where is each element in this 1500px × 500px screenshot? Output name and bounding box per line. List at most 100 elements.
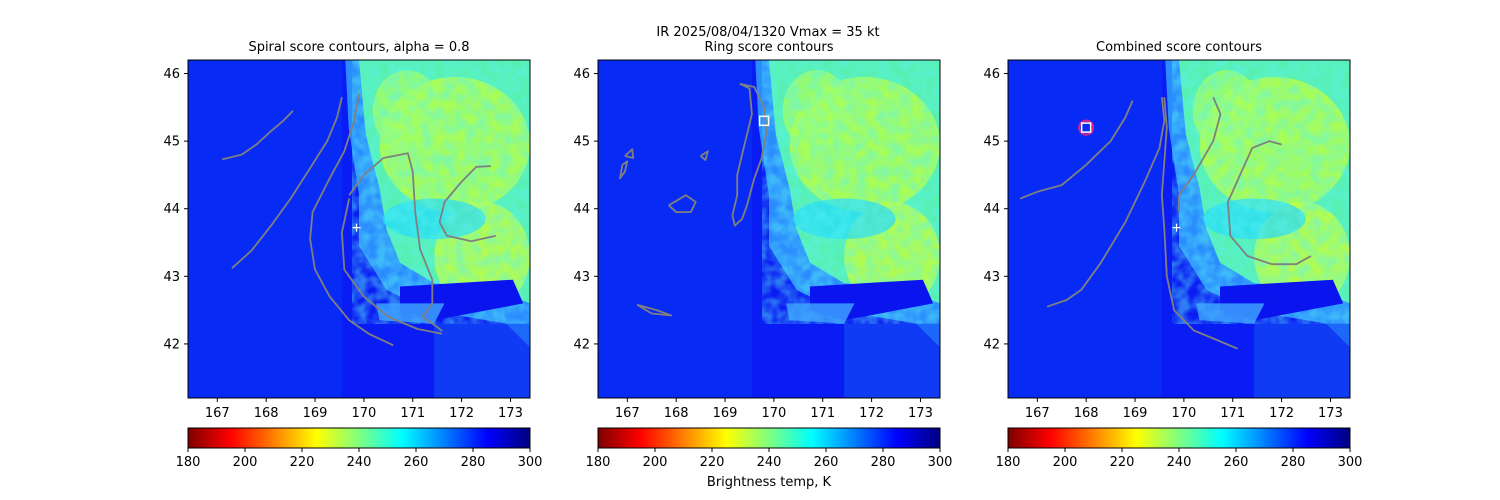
square-marker xyxy=(758,115,770,127)
x-tick-label: 170 xyxy=(761,406,786,421)
contour-line xyxy=(1019,100,1134,200)
panel-frame xyxy=(597,59,941,399)
x-tick-label: 169 xyxy=(1123,406,1148,421)
y-tick-label: 43 xyxy=(163,270,180,285)
center-plus-marker xyxy=(352,223,361,232)
x-tick-label: 170 xyxy=(351,406,376,421)
y-tick-label: 44 xyxy=(163,202,180,217)
y-tick-label: 45 xyxy=(163,135,180,150)
colorbar-tick-label: 200 xyxy=(1053,455,1078,470)
contour-line xyxy=(221,110,294,161)
colorbar-tick-label: 240 xyxy=(347,455,372,470)
panel-frame xyxy=(1007,59,1351,399)
x-tick-label: 173 xyxy=(1318,406,1343,421)
panel-title: Ring score contours xyxy=(704,40,833,55)
y-tick-label: 44 xyxy=(573,202,590,217)
x-tick-label: 167 xyxy=(205,406,230,421)
contour-line xyxy=(619,160,629,180)
colorbar-tick-label: 260 xyxy=(814,455,839,470)
x-tick-label: 167 xyxy=(615,406,640,421)
x-tick-label: 173 xyxy=(908,406,933,421)
colorbar-tick-label: 180 xyxy=(176,455,201,470)
colorbar-tick-label: 260 xyxy=(404,455,429,470)
x-tick-label: 172 xyxy=(1269,406,1294,421)
x-tick-label: 168 xyxy=(1074,406,1099,421)
colorbar-gradient xyxy=(187,427,531,449)
colorbar-tick-label: 240 xyxy=(1167,455,1192,470)
contour-line xyxy=(668,194,697,213)
y-tick-label: 43 xyxy=(983,270,1000,285)
colorbar: 180 200 220 240 260 280 300 xyxy=(176,427,542,470)
y-tick-label: 42 xyxy=(983,337,1000,352)
colorbar-label: Brightness temp, K xyxy=(707,475,832,490)
x-tick-label: 173 xyxy=(498,406,523,421)
contours xyxy=(1019,96,1312,350)
x-tick-label: 169 xyxy=(303,406,328,421)
x-tick-label: 167 xyxy=(1025,406,1050,421)
contour-line xyxy=(624,148,635,159)
contours xyxy=(619,82,768,317)
x-tick-label: 168 xyxy=(664,406,689,421)
contour-line xyxy=(1161,97,1238,350)
colorbar-tick-label: 240 xyxy=(757,455,782,470)
colorbar-tick-label: 220 xyxy=(290,455,315,470)
ir-background xyxy=(1008,60,1350,398)
ir-background xyxy=(188,60,530,398)
x-tick-label: 171 xyxy=(1220,406,1245,421)
contour-line xyxy=(231,96,343,269)
y-tick-label: 44 xyxy=(983,202,1000,217)
colorbar-tick-label: 280 xyxy=(871,455,896,470)
y-tick-label: 45 xyxy=(573,135,590,150)
x-tick-label: 170 xyxy=(1171,406,1196,421)
x-tick-label: 171 xyxy=(400,406,425,421)
x-tick-label: 172 xyxy=(859,406,884,421)
contour-line xyxy=(1046,97,1166,308)
center-plus-marker xyxy=(1172,223,1181,232)
y-tick-label: 46 xyxy=(983,67,1000,82)
square-marker xyxy=(1080,122,1092,133)
contour-line xyxy=(731,82,768,227)
contour-line xyxy=(1227,140,1312,266)
x-tick-label: 171 xyxy=(810,406,835,421)
colorbar-gradient xyxy=(597,427,941,449)
contour-line xyxy=(636,303,673,317)
colorbar-tick-label: 300 xyxy=(928,455,953,470)
colorbar-tick-label: 280 xyxy=(461,455,486,470)
y-tick-label: 42 xyxy=(573,337,590,352)
contour-line xyxy=(309,93,394,347)
y-tick-label: 42 xyxy=(163,337,180,352)
colorbar-tick-label: 220 xyxy=(1110,455,1135,470)
x-tick-label: 169 xyxy=(713,406,738,421)
y-tick-label: 43 xyxy=(573,270,590,285)
ir-background xyxy=(598,60,940,398)
colorbar-tick-label: 180 xyxy=(586,455,611,470)
contour-line xyxy=(700,150,709,161)
panel-ring: Ring score contours 167 168 169 170 171 172 173… xyxy=(573,40,952,470)
y-tick-label: 45 xyxy=(983,135,1000,150)
colorbar-tick-label: 280 xyxy=(1281,455,1306,470)
colorbar: 180 200 220 240 260 280 300 xyxy=(586,427,953,470)
contour-line xyxy=(438,165,496,243)
figure-suptitle: IR 2025/08/04/1320 Vmax = 35 kt xyxy=(656,25,879,40)
contour-line xyxy=(348,152,443,332)
contour-line xyxy=(1178,96,1222,213)
x-tick-label: 172 xyxy=(449,406,474,421)
panel-combined: Combined score contours 167 168 169 170 171 17… xyxy=(983,40,1362,470)
x-tick-label: 168 xyxy=(254,406,279,421)
colorbar-gradient xyxy=(1007,427,1351,449)
y-tick-label: 46 xyxy=(573,67,590,82)
panel-title: Spiral score contours, alpha = 0.8 xyxy=(248,40,469,55)
circle-marker xyxy=(1078,119,1095,136)
colorbar-tick-label: 180 xyxy=(996,455,1021,470)
colorbar-tick-label: 300 xyxy=(1338,455,1363,470)
colorbar-tick-label: 260 xyxy=(1224,455,1249,470)
colorbar: 180 200 220 240 260 280 300 xyxy=(996,427,1363,470)
colorbar-tick-label: 200 xyxy=(233,455,258,470)
panel-frame xyxy=(187,59,531,399)
contour-line xyxy=(341,198,443,335)
panels: Spiral score contours, alpha = 0.8 167 168… xyxy=(163,40,1362,470)
colorbar-tick-label: 220 xyxy=(700,455,725,470)
panel-spiral: Spiral score contours, alpha = 0.8 167 168… xyxy=(163,40,542,470)
panel-title: Combined score contours xyxy=(1096,40,1262,55)
